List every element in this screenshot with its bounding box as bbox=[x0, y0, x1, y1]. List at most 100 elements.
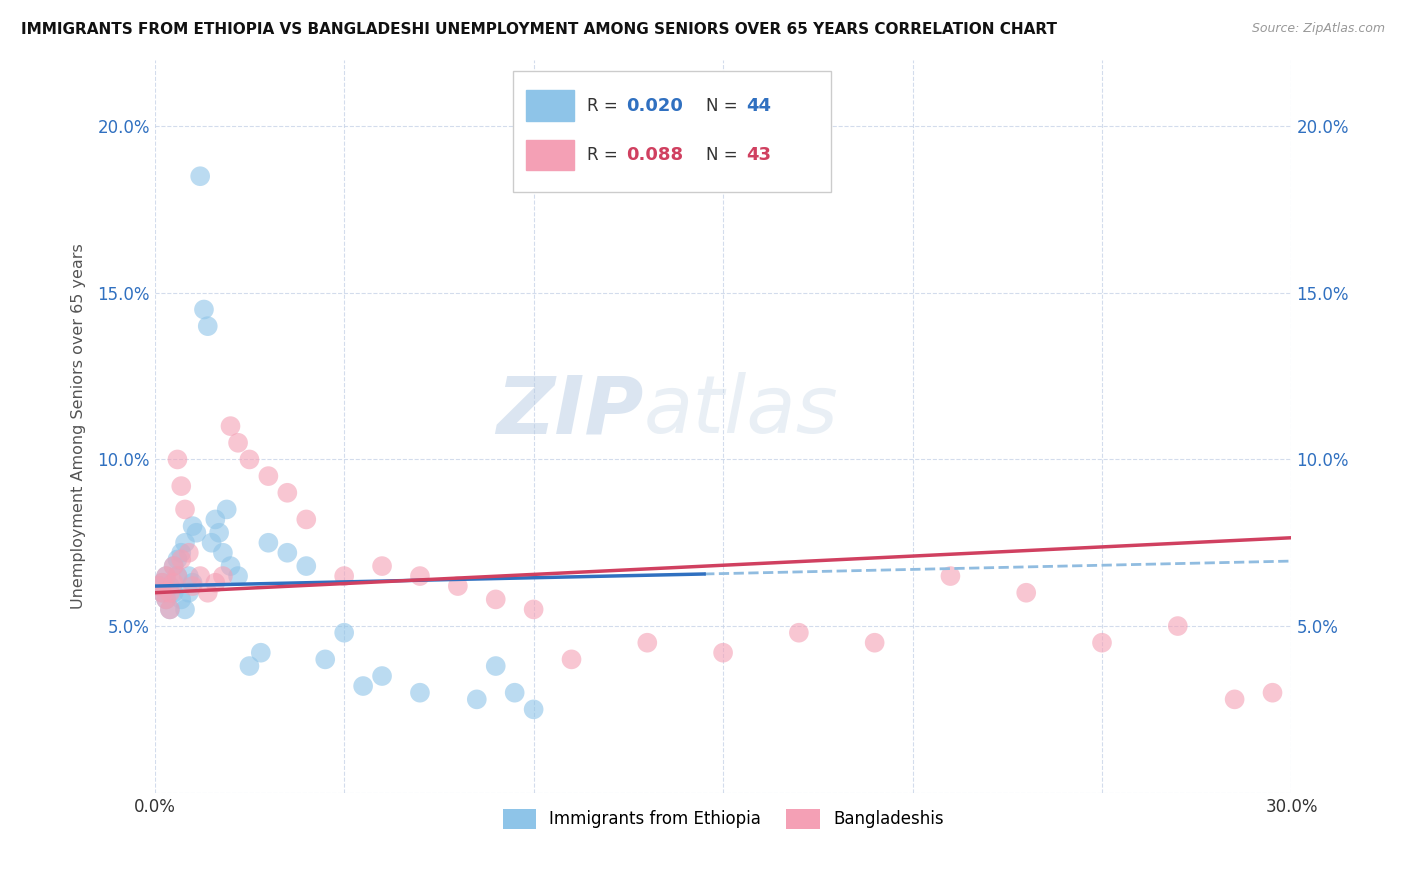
Point bbox=[409, 569, 432, 583]
Text: 0.088: 0.088 bbox=[627, 146, 683, 164]
Point bbox=[226, 435, 249, 450]
Point bbox=[150, 575, 173, 590]
Point bbox=[170, 592, 193, 607]
Point bbox=[155, 592, 177, 607]
Point bbox=[276, 485, 298, 500]
Point bbox=[295, 559, 318, 574]
Text: R =: R = bbox=[586, 146, 623, 164]
Point bbox=[204, 512, 226, 526]
Point bbox=[560, 652, 582, 666]
Point bbox=[249, 646, 271, 660]
Point bbox=[314, 652, 336, 666]
Point bbox=[409, 686, 432, 700]
Point bbox=[188, 569, 211, 583]
Point bbox=[177, 569, 200, 583]
Bar bbox=[526, 139, 574, 170]
Text: 44: 44 bbox=[745, 97, 770, 115]
Point bbox=[170, 546, 193, 560]
Point bbox=[197, 319, 219, 334]
Text: 0.020: 0.020 bbox=[627, 97, 683, 115]
Point bbox=[1015, 585, 1038, 599]
Point bbox=[170, 479, 193, 493]
Point bbox=[212, 546, 235, 560]
Point bbox=[238, 452, 260, 467]
Point bbox=[177, 546, 200, 560]
Bar bbox=[526, 90, 574, 121]
Point bbox=[1091, 636, 1114, 650]
Point bbox=[163, 559, 186, 574]
Point bbox=[163, 585, 186, 599]
Point bbox=[166, 452, 188, 467]
Point bbox=[333, 625, 356, 640]
Point bbox=[352, 679, 374, 693]
Point bbox=[465, 692, 488, 706]
Text: N =: N = bbox=[706, 146, 742, 164]
Point bbox=[174, 502, 197, 516]
Legend: Immigrants from Ethiopia, Bangladeshis: Immigrants from Ethiopia, Bangladeshis bbox=[496, 802, 950, 836]
Point bbox=[197, 585, 219, 599]
Point bbox=[177, 585, 200, 599]
Point bbox=[485, 592, 508, 607]
Point bbox=[150, 585, 173, 599]
Point bbox=[150, 575, 173, 590]
Point bbox=[787, 625, 810, 640]
Point bbox=[219, 419, 242, 434]
Point bbox=[226, 569, 249, 583]
Point bbox=[159, 585, 181, 599]
Point bbox=[371, 559, 394, 574]
Point bbox=[155, 592, 177, 607]
Point bbox=[159, 602, 181, 616]
Point bbox=[447, 579, 470, 593]
Text: ZIP: ZIP bbox=[496, 373, 644, 450]
Text: R =: R = bbox=[586, 97, 623, 115]
Point bbox=[711, 646, 734, 660]
Point bbox=[1167, 619, 1189, 633]
Point bbox=[174, 602, 197, 616]
Point bbox=[371, 669, 394, 683]
Point bbox=[148, 579, 170, 593]
Point bbox=[188, 169, 211, 184]
Point bbox=[166, 569, 188, 583]
Point bbox=[174, 535, 197, 549]
Point bbox=[276, 546, 298, 560]
Text: 43: 43 bbox=[745, 146, 770, 164]
Point bbox=[257, 469, 280, 483]
Point bbox=[295, 512, 318, 526]
Y-axis label: Unemployment Among Seniors over 65 years: Unemployment Among Seniors over 65 years bbox=[72, 244, 86, 609]
Text: N =: N = bbox=[706, 97, 742, 115]
Point bbox=[215, 502, 238, 516]
Point bbox=[193, 302, 215, 317]
Point bbox=[503, 686, 526, 700]
Point bbox=[181, 519, 204, 533]
Point bbox=[863, 636, 886, 650]
Point bbox=[148, 579, 170, 593]
Point bbox=[636, 636, 658, 650]
Point bbox=[166, 552, 188, 566]
Point bbox=[163, 559, 186, 574]
Point bbox=[159, 579, 181, 593]
Point bbox=[219, 559, 242, 574]
Text: IMMIGRANTS FROM ETHIOPIA VS BANGLADESHI UNEMPLOYMENT AMONG SENIORS OVER 65 YEARS: IMMIGRANTS FROM ETHIOPIA VS BANGLADESHI … bbox=[21, 22, 1057, 37]
Point bbox=[163, 575, 186, 590]
Point bbox=[155, 569, 177, 583]
Point bbox=[181, 575, 204, 590]
Point bbox=[485, 659, 508, 673]
Point bbox=[208, 525, 231, 540]
Point bbox=[200, 535, 222, 549]
Point bbox=[159, 602, 181, 616]
Point bbox=[523, 702, 546, 716]
Point bbox=[238, 659, 260, 673]
Point bbox=[523, 602, 546, 616]
Point bbox=[170, 552, 193, 566]
Point bbox=[155, 569, 177, 583]
Point bbox=[257, 535, 280, 549]
Text: atlas: atlas bbox=[644, 373, 838, 450]
Point bbox=[1261, 686, 1284, 700]
Point bbox=[1223, 692, 1246, 706]
Point bbox=[939, 569, 962, 583]
Point bbox=[204, 575, 226, 590]
FancyBboxPatch shape bbox=[513, 70, 831, 192]
Point bbox=[186, 525, 208, 540]
Text: Source: ZipAtlas.com: Source: ZipAtlas.com bbox=[1251, 22, 1385, 36]
Point bbox=[166, 569, 188, 583]
